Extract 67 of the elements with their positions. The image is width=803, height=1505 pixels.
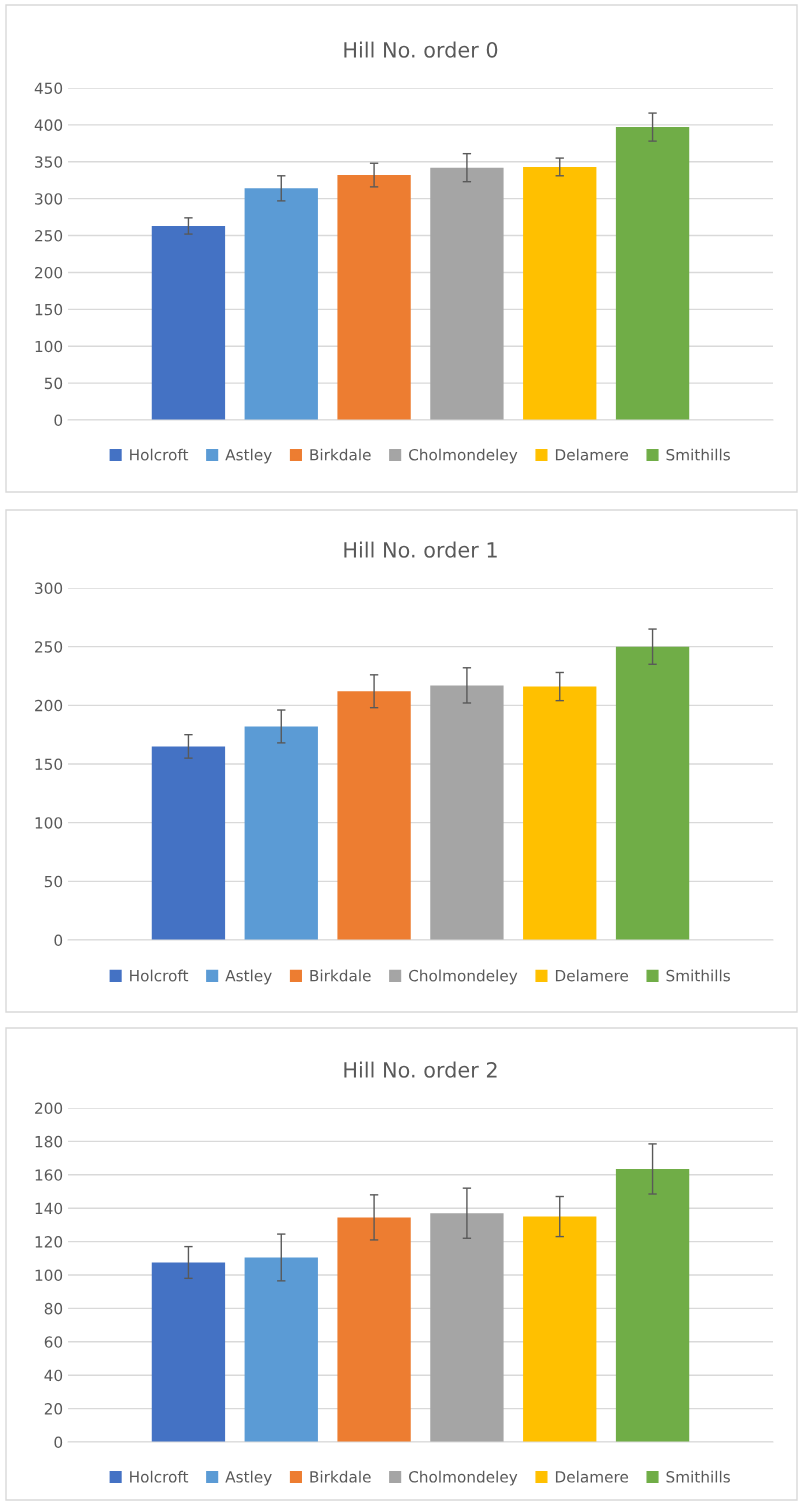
bar: [151, 1262, 226, 1442]
bar: [151, 225, 226, 420]
y-tick-label: 180: [35, 1135, 63, 1148]
bar: [615, 127, 690, 420]
y-tick-label: 150: [35, 303, 63, 316]
y-tick-label: 450: [34, 82, 63, 95]
bar: [337, 691, 411, 940]
legend-label: Holcroft: [130, 969, 189, 982]
bar: [615, 1168, 690, 1442]
y-tick-label: 40: [44, 1369, 63, 1382]
legend-label: Cholmondeley: [409, 969, 518, 985]
y-tick-label: 80: [44, 1302, 63, 1315]
bar: [244, 726, 318, 940]
bar: [151, 746, 226, 940]
legend-label: Birkdale: [310, 969, 371, 982]
bar: [430, 167, 504, 420]
bar: [430, 1213, 504, 1442]
y-tick-label: 350: [35, 156, 63, 168]
y-tick-label: 300: [35, 193, 63, 205]
y-tick-label: 0: [54, 414, 63, 427]
legend-label: Smithills: [666, 969, 730, 982]
bar: [244, 188, 318, 420]
y-tick-label: 50: [44, 377, 63, 390]
y-tick-label: 200: [35, 1102, 63, 1115]
legend-label: Cholmondeley: [409, 448, 518, 464]
legend-label: Holcroft: [130, 1470, 189, 1483]
legend-label: Birkdale: [310, 448, 371, 461]
legend-label: Delamere: [555, 969, 629, 982]
legend-label: Cholmondeley: [409, 1470, 518, 1486]
y-tick-label: 200: [35, 699, 63, 712]
y-tick-label: 0: [54, 1436, 63, 1449]
legend-label: Smithills: [666, 1470, 730, 1483]
y-tick-label: 120: [35, 1236, 63, 1248]
y-tick-label: 150: [35, 758, 63, 771]
bar: [430, 685, 504, 940]
y-tick-label: 60: [44, 1336, 63, 1348]
y-tick-label: 100: [35, 817, 63, 829]
y-tick-label: 100: [35, 340, 63, 353]
bar: [523, 686, 597, 940]
y-tick-label: 160: [35, 1169, 63, 1181]
legend-label: Astley: [225, 448, 272, 464]
y-tick-label: 300: [35, 582, 63, 595]
chart-title: Hill No. order 0: [344, 41, 498, 58]
y-tick-label: 140: [35, 1202, 63, 1215]
y-tick-label: 20: [44, 1403, 63, 1415]
bar: [523, 1216, 597, 1442]
bar: [615, 646, 690, 940]
legend-label: Astley: [225, 969, 272, 985]
y-tick-label: 100: [35, 1269, 63, 1282]
y-tick-label: 50: [44, 875, 63, 888]
bar: [523, 166, 597, 420]
legend-label: Delamere: [555, 448, 629, 461]
y-tick-label: 250: [35, 230, 63, 242]
y-tick-label: 200: [35, 266, 63, 279]
legend-label: Holcroft: [130, 448, 189, 461]
bar: [244, 1257, 318, 1442]
bar: [337, 1217, 411, 1442]
legend-label: Birkdale: [310, 1470, 371, 1483]
chart-title: Hill No. order 2: [344, 1061, 497, 1078]
bar: [337, 175, 411, 420]
legend-label: Astley: [225, 1470, 272, 1486]
y-tick-label: 400: [34, 119, 63, 131]
legend-label: Delamere: [555, 1470, 629, 1483]
chart-title: Hill No. order 1: [344, 541, 497, 558]
y-tick-label: 0: [54, 934, 63, 947]
y-tick-label: 250: [35, 641, 63, 653]
legend-label: Smithills: [666, 448, 730, 461]
